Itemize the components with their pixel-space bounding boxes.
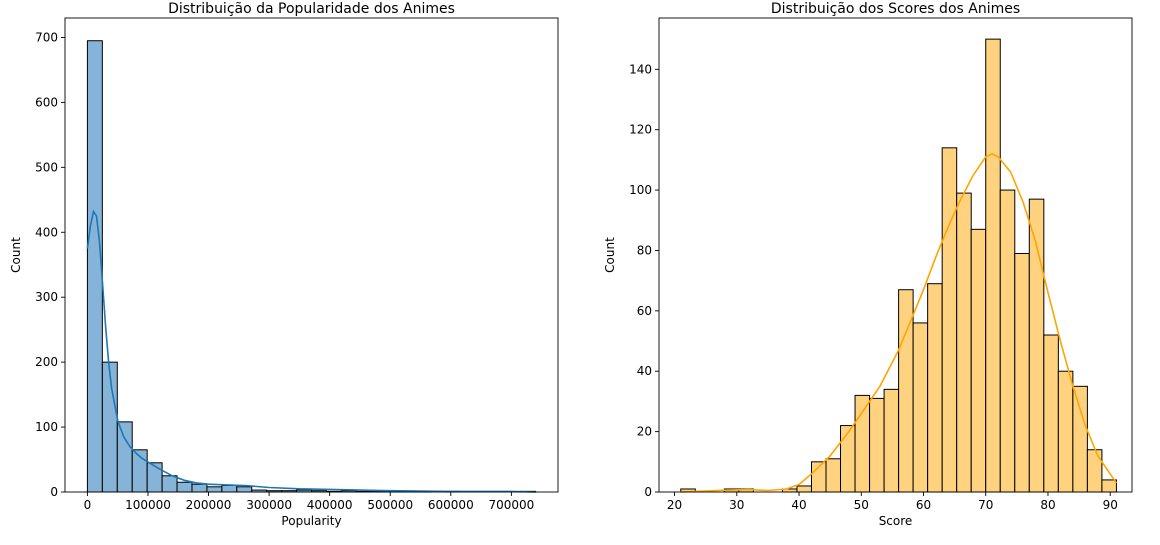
score-y-tick-label: 140 [629,62,652,76]
score-y-tick-label: 20 [637,425,652,439]
popularity-y-tick-label: 0 [50,485,58,499]
popularity-bar [191,483,208,493]
popularity-y-tick-label: 600 [35,95,58,109]
popularity-y-tick-label: 300 [35,290,58,304]
score-bar [1014,252,1030,493]
score-bar [883,388,900,493]
popularity-y-axis-label: Count [9,237,23,273]
score-x-tick-label: 30 [729,498,744,512]
popularity-x-tick-label: 0 [84,498,92,512]
score-x-tick-label: 70 [978,498,993,512]
popularity-x-tick-label: 300000 [246,498,292,512]
score-x-tick-label: 90 [1103,498,1118,512]
popularity-x-tick-label: 400000 [307,498,353,512]
score-bar [927,283,943,493]
popularity-y-tick-label: 100 [35,420,58,434]
score-bar [796,485,812,493]
popularity-bar [116,421,133,493]
popularity-x-tick-label: 600000 [428,498,474,512]
score-y-tick-label: 120 [629,123,652,137]
popularity-x-tick-label: 200000 [186,498,232,512]
popularity-bar [236,486,253,493]
score-bar [985,38,1001,493]
popularity-bar [86,40,103,493]
score-bar [1043,334,1059,493]
popularity-bar [161,475,178,493]
score-kde-line [680,153,1118,493]
popularity-x-axis-label: Popularity [281,514,341,528]
score-bar [970,228,987,493]
popularity-x-tick-label: 500000 [367,498,413,512]
score-bar [912,322,929,493]
score-chart-title: Distribuição dos Scores dos Animes [771,1,1020,17]
score-histogram-panel: 20 30 40 50 60 70 80 90 0 20 40 60 80 100 120 140 Distri… [603,1,1133,528]
popularity-kde-line [86,209,536,493]
popularity-x-tick-label: 700000 [488,498,534,512]
popularity-chart-title: Distribuição da Popularidade dos Animes [168,1,455,17]
popularity-y-tick-label: 400 [35,225,58,239]
popularity-y-tick-label: 200 [35,355,58,369]
popularity-x-tick-label: 100000 [125,498,171,512]
score-bar [825,458,842,493]
score-x-tick-label: 80 [1040,498,1055,512]
score-y-tick-label: 80 [637,243,652,257]
popularity-bar [221,485,238,493]
popularity-bar [101,361,118,493]
score-bar [840,425,856,493]
score-y-tick-label: 40 [637,364,652,378]
score-bar [1086,449,1103,493]
popularity-y-tick-label: 700 [35,30,58,44]
score-y-tick-label: 100 [629,183,652,197]
score-bar [1057,370,1074,493]
score-bar [1101,479,1117,493]
score-y-axis-label: Count [603,237,617,273]
score-x-tick-label: 60 [916,498,931,512]
score-x-tick-label: 20 [667,498,682,512]
score-axes-frame [658,17,1133,493]
score-x-tick-label: 50 [854,498,869,512]
popularity-bar [206,486,223,493]
score-bar [941,147,958,493]
score-y-tick-label: 60 [637,304,652,318]
score-bar [1072,385,1088,493]
score-x-axis-label: Score [879,514,913,528]
popularity-histogram-panel: 0 100000 200000 300000 400000 500000 600000 700… [9,1,559,528]
score-x-tick-label: 40 [791,498,806,512]
score-bar [854,394,871,493]
popularity-axes-frame [64,17,559,493]
popularity-bar [146,462,163,493]
score-y-tick-label: 0 [644,485,652,499]
popularity-bar [176,481,193,493]
score-bar [869,397,885,493]
score-bar [956,192,972,493]
score-bar [999,189,1016,493]
popularity-y-tick-label: 500 [35,160,58,174]
